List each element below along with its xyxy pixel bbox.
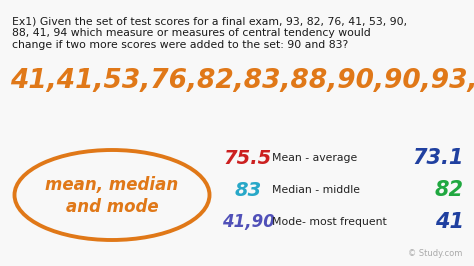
Text: change if two more scores were added to the set: 90 and 83?: change if two more scores were added to … bbox=[12, 40, 348, 50]
Text: © Study.com: © Study.com bbox=[408, 249, 462, 258]
Text: Ex1) Given the set of test scores for a final exam, 93, 82, 76, 41, 53, 90,: Ex1) Given the set of test scores for a … bbox=[12, 16, 407, 26]
Text: and mode: and mode bbox=[66, 198, 158, 216]
Text: mean, median: mean, median bbox=[46, 176, 179, 194]
Text: 88, 41, 94 which measure or measures of central tendency would: 88, 41, 94 which measure or measures of … bbox=[12, 28, 371, 38]
Text: 41,90: 41,90 bbox=[221, 213, 274, 231]
Text: 41: 41 bbox=[435, 212, 464, 232]
Text: 83: 83 bbox=[234, 181, 262, 200]
Text: 75.5: 75.5 bbox=[224, 148, 272, 168]
Text: Mode- most frequent: Mode- most frequent bbox=[272, 217, 387, 227]
Text: Median - middle: Median - middle bbox=[272, 185, 360, 195]
Text: 82: 82 bbox=[435, 180, 464, 200]
Text: 73.1: 73.1 bbox=[413, 148, 464, 168]
Text: Mean - average: Mean - average bbox=[272, 153, 357, 163]
Text: 41,41,53,76,82,83,88,90,90,93,94: 41,41,53,76,82,83,88,90,90,93,94 bbox=[10, 68, 474, 94]
